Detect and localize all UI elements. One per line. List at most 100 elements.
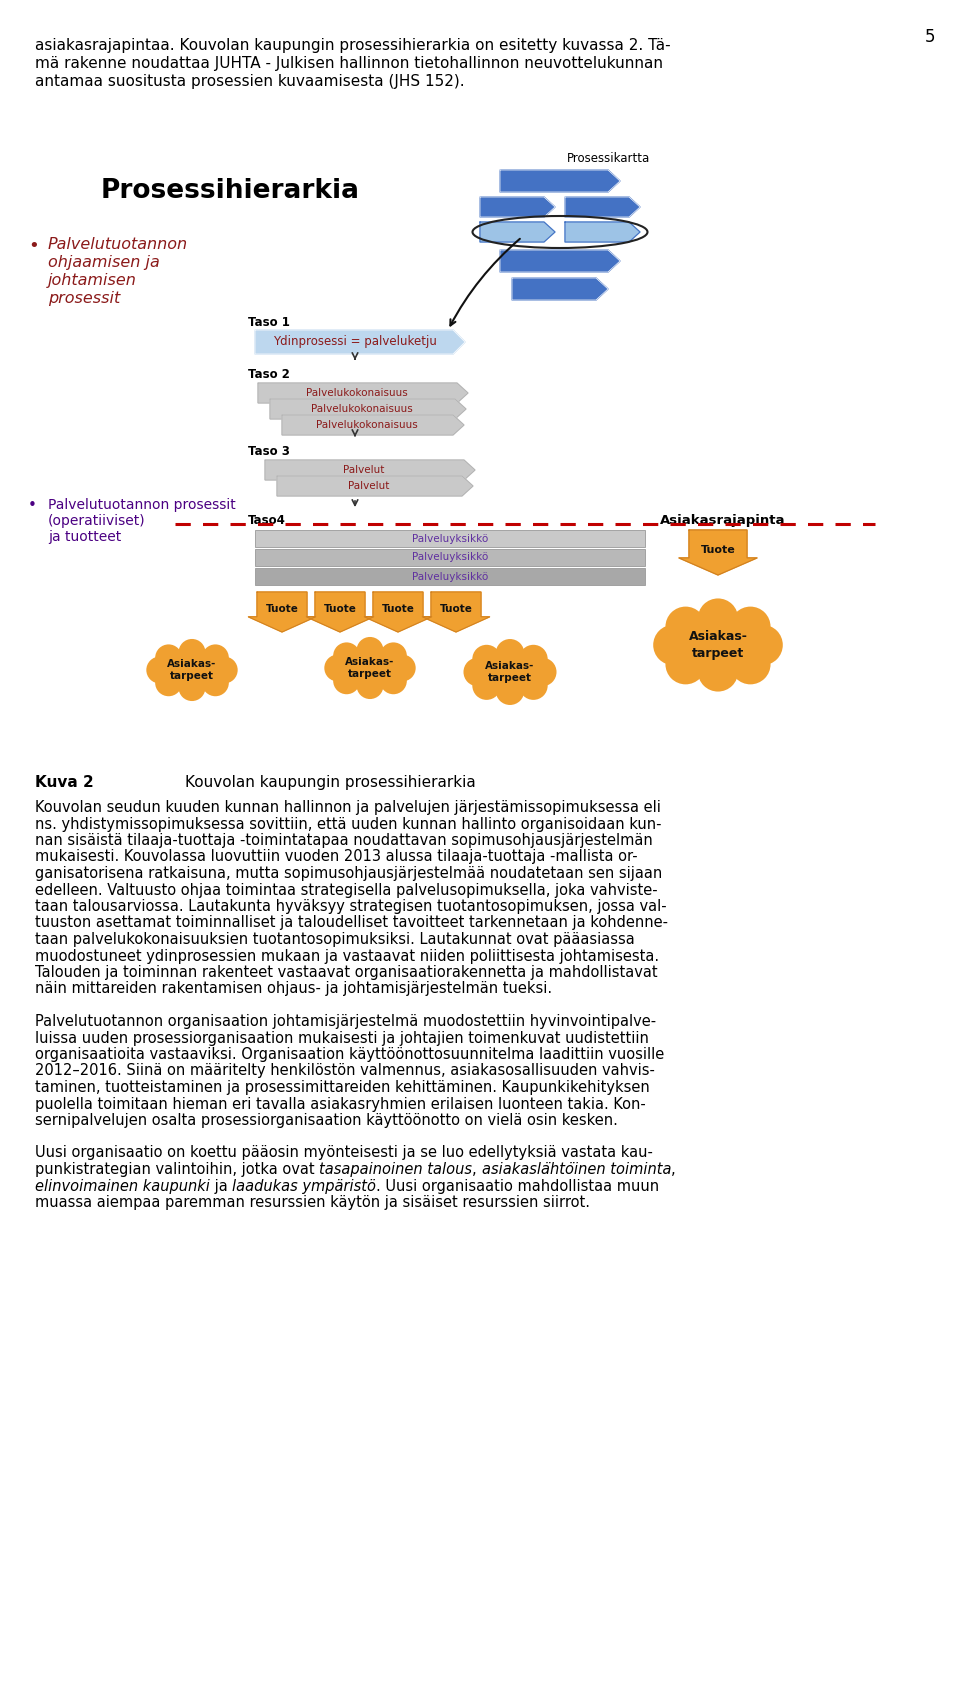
Circle shape	[356, 637, 383, 664]
Polygon shape	[258, 383, 468, 403]
Circle shape	[156, 644, 182, 671]
Text: Taso 2: Taso 2	[248, 368, 290, 381]
Text: Taso 1: Taso 1	[248, 315, 290, 329]
Text: sernipalvelujen osalta prosessiorganisaation käyttöönotto on vielä osin kesken.: sernipalvelujen osalta prosessiorganisaa…	[35, 1114, 618, 1127]
Text: johtamisen: johtamisen	[48, 273, 137, 288]
Circle shape	[202, 670, 228, 697]
Text: Kuva 2: Kuva 2	[35, 775, 94, 790]
Text: muodostuneet ydinprosessien mukaan ja vastaavat niiden poliittisesta johtamisest: muodostuneet ydinprosessien mukaan ja va…	[35, 949, 660, 963]
Text: 2012–2016. Siinä on määritelty henkilöstön valmennus, asiakasosallisuuden vahvis: 2012–2016. Siinä on määritelty henkilöst…	[35, 1063, 655, 1078]
Text: Kouvolan seudun kuuden kunnan hallinnon ja palvelujen järjestämissopimuksessa el: Kouvolan seudun kuuden kunnan hallinnon …	[35, 800, 660, 815]
Text: Palveluyksikkö: Palveluyksikkö	[412, 553, 488, 563]
Text: näin mittareiden rakentamisen ohjaus- ja johtamisjärjestelmän tueksi.: näin mittareiden rakentamisen ohjaus- ja…	[35, 981, 552, 997]
Text: Palvelutuotannon organisaation johtamisjärjestelmä muodostettiin hyvinvointipalv: Palvelutuotannon organisaation johtamisj…	[35, 1014, 656, 1029]
Text: Palveluyksikkö: Palveluyksikkö	[412, 534, 488, 544]
Text: Asiakas-
tarpeet: Asiakas- tarpeet	[167, 659, 217, 681]
Text: ns. yhdistymissopimuksessa sovittiin, että uuden kunnan hallinto organisoidaan k: ns. yhdistymissopimuksessa sovittiin, et…	[35, 817, 661, 832]
Text: Palvelut: Palvelut	[348, 481, 390, 492]
Text: Prosessikartta: Prosessikartta	[566, 153, 650, 164]
Bar	[255, 549, 645, 566]
Circle shape	[380, 668, 407, 695]
Circle shape	[356, 673, 383, 698]
Circle shape	[464, 658, 492, 686]
Circle shape	[528, 658, 557, 686]
Text: Uusi organisaatio on koettu pääosin myönteisesti ja se luo edellytyksiä vastata : Uusi organisaatio on koettu pääosin myön…	[35, 1146, 653, 1161]
Circle shape	[211, 656, 238, 683]
Circle shape	[665, 644, 706, 685]
Polygon shape	[270, 398, 466, 419]
Circle shape	[202, 644, 228, 671]
Ellipse shape	[151, 653, 233, 688]
Text: Asiakas-
tarpeet: Asiakas- tarpeet	[486, 661, 535, 683]
Circle shape	[731, 607, 771, 647]
Polygon shape	[364, 592, 432, 632]
Text: Asiakas-
tarpeet: Asiakas- tarpeet	[346, 658, 395, 678]
Text: luissa uuden prosessiorganisaation mukaisesti ja johtajien toimenkuvat uudistett: luissa uuden prosessiorganisaation mukai…	[35, 1031, 649, 1046]
Circle shape	[495, 639, 524, 668]
Text: elinvoimainen kaupunki: elinvoimainen kaupunki	[35, 1178, 210, 1193]
Text: . Uusi organisaatio mahdollistaa muun: . Uusi organisaatio mahdollistaa muun	[376, 1178, 660, 1193]
Text: Ydinprosessi = palveluketju: Ydinprosessi = palveluketju	[273, 336, 437, 349]
Text: (operatiiviset): (operatiiviset)	[48, 514, 146, 529]
Text: Taso 3: Taso 3	[248, 446, 290, 458]
Text: 5: 5	[924, 29, 935, 46]
Text: taminen, tuotteistaminen ja prosessimittareiden kehittäminen. Kaupunkikehityksen: taminen, tuotteistaminen ja prosessimitt…	[35, 1080, 650, 1095]
Circle shape	[519, 644, 547, 673]
Circle shape	[495, 676, 524, 705]
Text: tuuston asettamat toiminnalliset ja taloudelliset tavoitteet tarkennetaan ja koh: tuuston asettamat toiminnalliset ja talo…	[35, 915, 668, 931]
Polygon shape	[565, 197, 640, 217]
Polygon shape	[422, 592, 490, 632]
Text: Asiakasrajapinta: Asiakasrajapinta	[660, 514, 785, 527]
Text: asiakasrajapintaa. Kouvolan kaupungin prosessihierarkia on esitetty kuvassa 2. T: asiakasrajapintaa. Kouvolan kaupungin pr…	[35, 37, 671, 53]
Circle shape	[665, 607, 706, 647]
Text: Palveluyksikkö: Palveluyksikkö	[412, 571, 488, 581]
Polygon shape	[277, 476, 473, 497]
Circle shape	[698, 651, 738, 692]
Text: asiakaslähtöinen toiminta: asiakaslähtöinen toiminta	[482, 1163, 671, 1176]
Text: •: •	[28, 498, 36, 514]
Text: prosessit: prosessit	[48, 292, 120, 307]
Text: tasapainoinen talous: tasapainoinen talous	[320, 1163, 472, 1176]
Text: edelleen. Valtuusto ohjaa toimintaa strategisella palvelusopimuksella, joka vahv: edelleen. Valtuusto ohjaa toimintaa stra…	[35, 883, 658, 897]
Ellipse shape	[468, 653, 552, 690]
Polygon shape	[306, 592, 373, 632]
Circle shape	[333, 668, 360, 695]
Circle shape	[653, 625, 693, 664]
Text: punkistrategian valintoihin, jotka ovat: punkistrategian valintoihin, jotka ovat	[35, 1163, 320, 1176]
Ellipse shape	[660, 619, 776, 671]
Text: ,: ,	[472, 1163, 482, 1176]
Polygon shape	[679, 531, 757, 575]
Text: ,: ,	[671, 1163, 676, 1176]
Text: mukaisesti. Kouvolassa luovuttiin vuoden 2013 alussa tilaaja-tuottaja -mallista : mukaisesti. Kouvolassa luovuttiin vuoden…	[35, 849, 637, 864]
Text: antamaa suositusta prosessien kuvaamisesta (JHS 152).: antamaa suositusta prosessien kuvaamises…	[35, 75, 465, 90]
Circle shape	[179, 675, 205, 702]
Polygon shape	[500, 170, 620, 192]
Circle shape	[146, 656, 173, 683]
Text: ganisatorisena ratkaisuna, mutta sopimusohjausjärjestelmää noudatetaan sen sijaa: ganisatorisena ratkaisuna, mutta sopimus…	[35, 866, 662, 881]
Text: laadukas ympäristö: laadukas ympäristö	[232, 1178, 376, 1193]
Circle shape	[519, 671, 547, 700]
Bar	[255, 531, 645, 547]
Circle shape	[389, 654, 416, 681]
Circle shape	[179, 639, 205, 666]
Circle shape	[380, 642, 407, 670]
Polygon shape	[512, 278, 608, 300]
Text: puolella toimitaan hieman eri tavalla asiakasryhmien erilaisen luonteen takia. K: puolella toimitaan hieman eri tavalla as…	[35, 1097, 646, 1112]
Circle shape	[333, 642, 360, 670]
Text: Palvelutuotannon prosessit: Palvelutuotannon prosessit	[48, 498, 236, 512]
Polygon shape	[249, 592, 316, 632]
Text: Palvelukokonaisuus: Palvelukokonaisuus	[316, 420, 418, 431]
Text: ja tuotteet: ja tuotteet	[48, 531, 121, 544]
Text: taan talousarviossa. Lautakunta hyväksyy strategisen tuotantosopimuksen, jossa v: taan talousarviossa. Lautakunta hyväksyy…	[35, 898, 666, 914]
Text: nan sisäistä tilaaja-tuottaja -toimintatapaa noudattavan sopimusohjausjärjestelm: nan sisäistä tilaaja-tuottaja -toimintat…	[35, 832, 653, 848]
Polygon shape	[480, 222, 555, 242]
Circle shape	[156, 670, 182, 697]
Text: Tuote: Tuote	[381, 603, 415, 614]
Polygon shape	[500, 249, 620, 271]
Circle shape	[472, 644, 501, 673]
Polygon shape	[480, 197, 555, 217]
Text: ja: ja	[210, 1178, 232, 1193]
Text: •: •	[28, 237, 38, 254]
Text: Taso4: Taso4	[248, 514, 286, 527]
Text: organisaatioita vastaaviksi. Organisaation käyttöönottosuunnitelma laadittiin vu: organisaatioita vastaaviksi. Organisaati…	[35, 1048, 664, 1063]
